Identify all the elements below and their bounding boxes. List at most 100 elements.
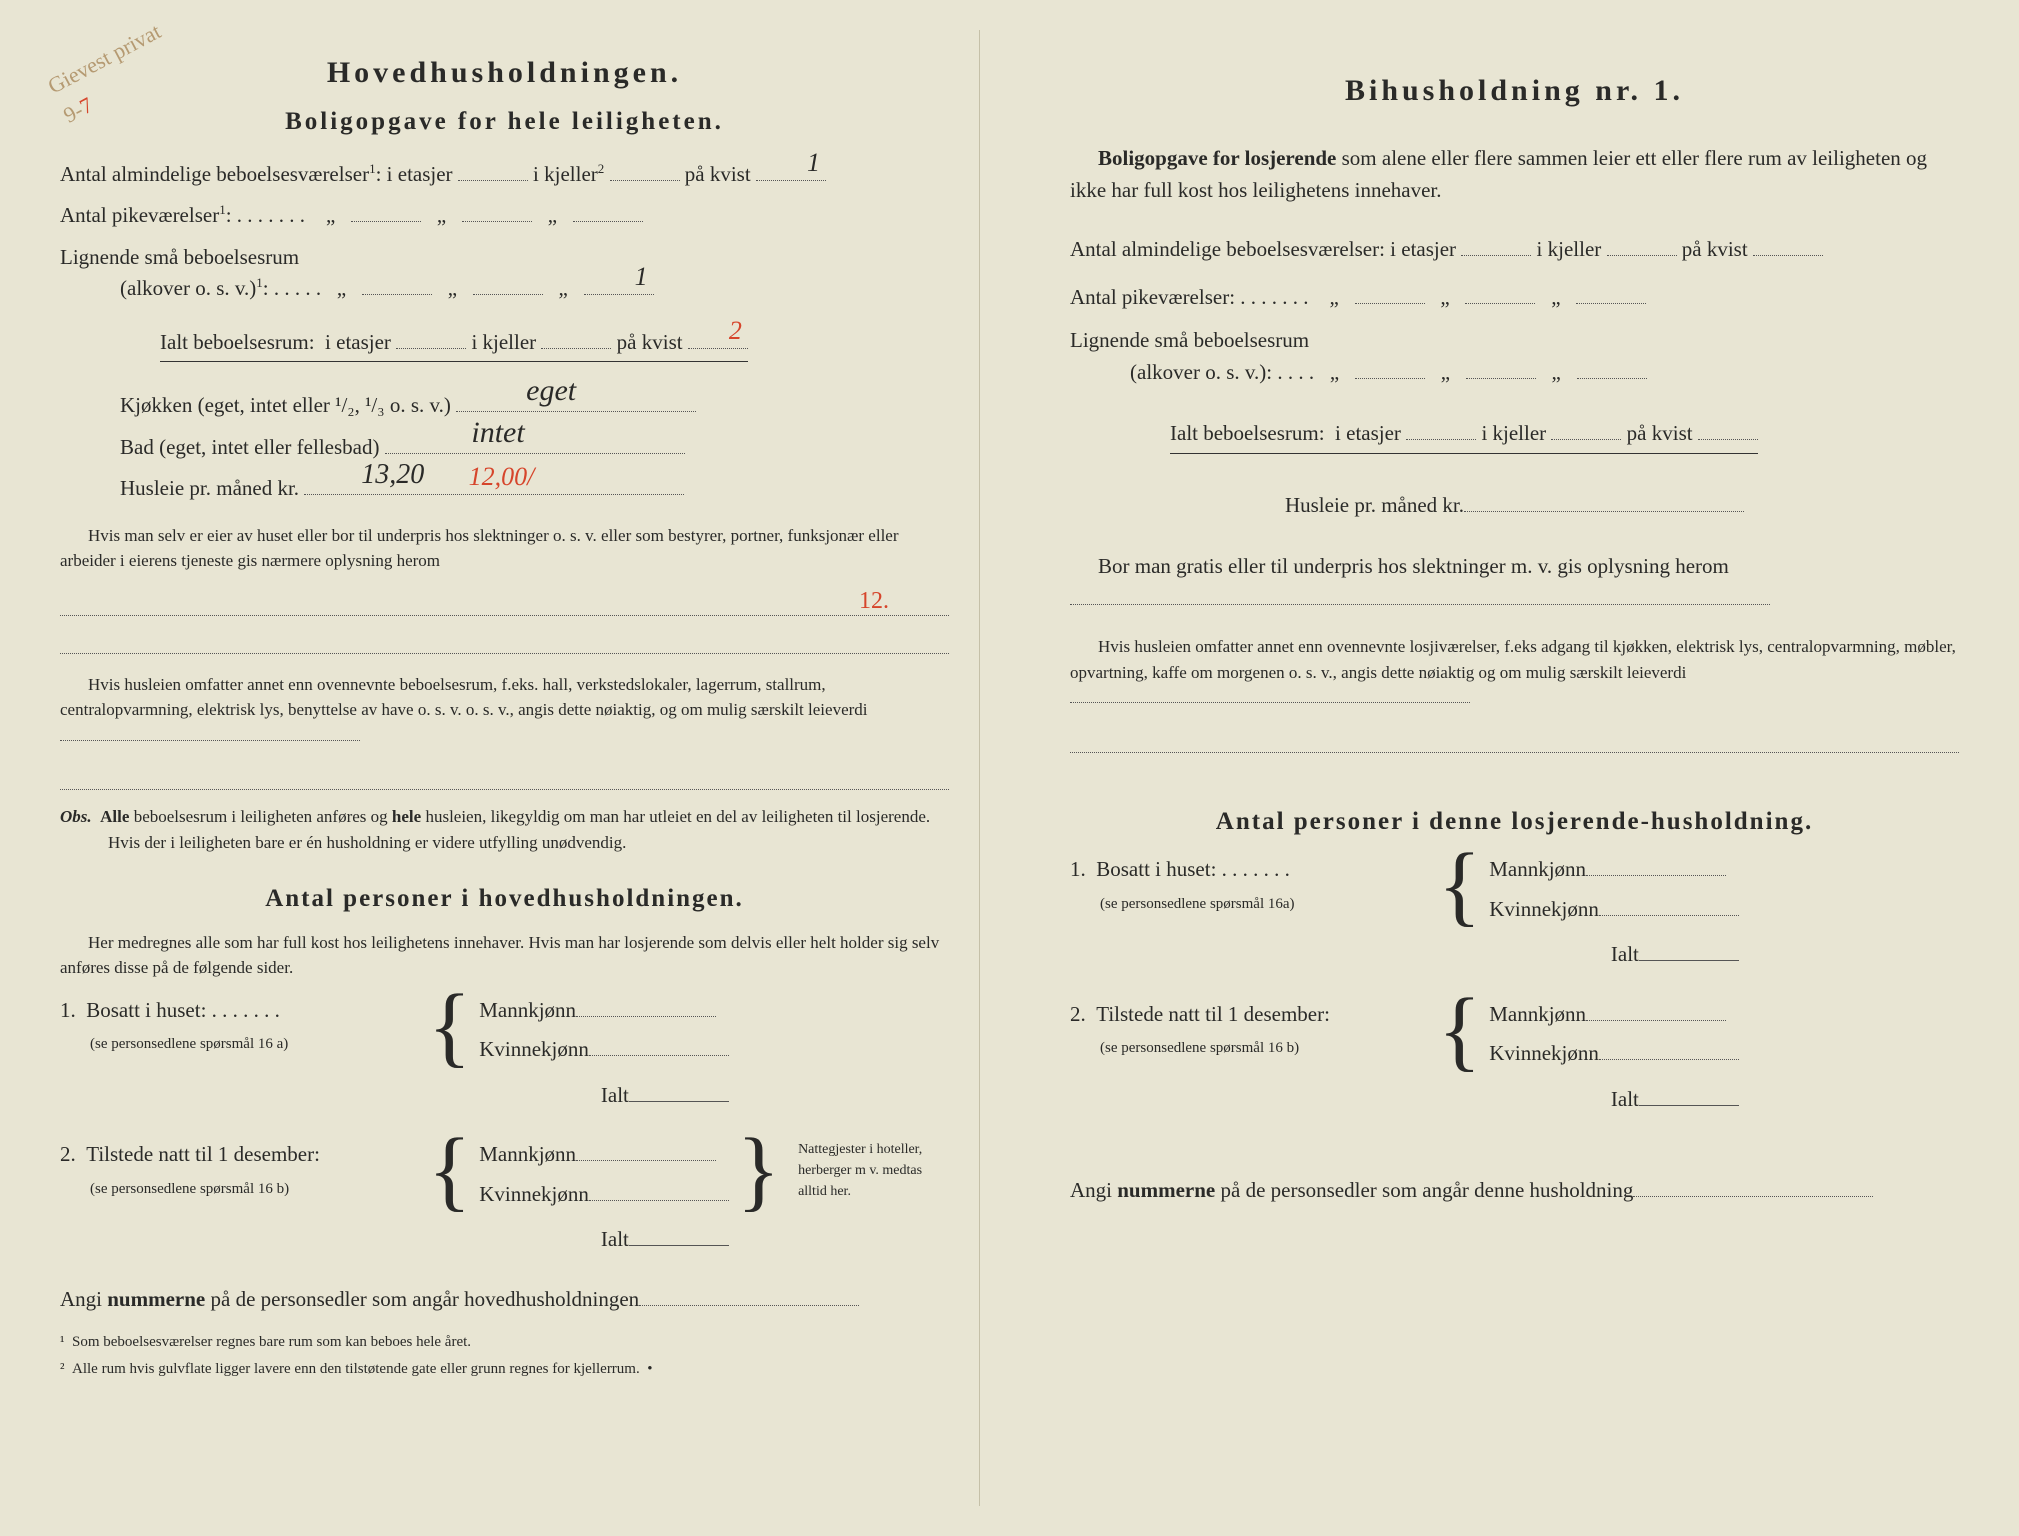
handwritten-red: 12,00/ [469,457,535,496]
label: i kjeller [1537,237,1602,261]
label: i etasjer [1335,421,1401,445]
item-label: Tilstede natt til 1 desember: [1096,1002,1330,1026]
label: Ialt [601,1227,629,1251]
footnote: ¹ Som beboelsesværelser regnes bare rum … [60,1331,949,1354]
line-husleie: Husleie pr. måned kr. [1070,490,1959,522]
list-item: 2. Tilstede natt til 1 desember: (se per… [60,1139,949,1256]
label: Ialt [601,1083,629,1107]
right-page: Bihusholdning nr. 1. Boligopgave for los… [1040,30,1989,1506]
handwritten-value: 2 [729,311,742,350]
obs-block: Obs. Alle beboelsesrum i leiligheten anf… [60,804,949,855]
para-husleie-detail: Hvis husleien omfatter annet enn ovennev… [60,672,949,749]
label: Mannkjønn [479,1142,576,1166]
label: på kvist [617,330,683,354]
item-label: Bosatt i huset: . . . . . . . [86,998,280,1022]
line-rooms: Antal almindelige beboelsesværelser1: i … [60,159,949,191]
label: i etasjer [325,330,391,354]
bottom-line: Angi nummerne på de personsedler som ang… [1070,1175,1959,1207]
brace-icon: } [737,1139,780,1202]
label: Ialt beboelsesrum: [1170,421,1325,445]
item-sub: (se personsedlene spørsmål 16 b) [90,1181,289,1197]
label: Mannkjønn [1489,1002,1586,1026]
item-num: 2. [60,1142,76,1166]
label: Kvinnekjønn [1489,897,1599,921]
line-alkover: Lignende små beboelsesrum (alkover o. s.… [60,242,949,305]
handwritten-value: 1 [807,143,820,182]
item-label: Bosatt i huset: . . . . . . . [1096,857,1290,881]
blank-line [60,766,949,790]
right-title: Bihusholdning nr. 1. [1070,68,1959,113]
brace-icon: { [428,1139,471,1202]
label: Kvinnekjønn [1489,1041,1599,1065]
left-page: Gievest privat 9-7 Hovedhusholdningen. B… [30,30,980,1506]
para-gratis: Bor man gratis eller til underpris hos s… [1070,551,1959,614]
item-sub: (se personsedlene spørsmål 16a) [1100,896,1295,912]
label: : i etasjer [376,162,453,186]
obs-note: Hvis der i leiligheten bare er én hushol… [108,830,626,856]
blank-line [60,630,949,654]
label: Antal almindelige beboelsesværelser: i e… [1070,237,1456,261]
line-kjokken: Kjøkken (eget, intet eller ¹/₂, ¹/₃ o. s… [120,390,949,422]
list-item: 1. Bosatt i huset: . . . . . . . (se per… [1070,854,1959,971]
person-list: 1. Bosatt i huset: . . . . . . . (se per… [60,995,949,1256]
item-num: 2. [1070,1002,1086,1026]
handwritten-value: 1 [635,257,648,296]
handwritten-value: 13,20 [361,454,424,496]
brace-icon: { [428,995,471,1058]
label: Bad (eget, intet eller fellesbad) [120,435,379,459]
label: Mannkjønn [479,998,576,1022]
label: Mannkjønn [1489,857,1586,881]
brace-icon: { [1438,854,1481,917]
label: Husleie pr. måned kr. [1285,493,1464,517]
sup: 2 [598,161,605,176]
item-sub: (se personsedlene spørsmål 16 b) [1100,1040,1299,1056]
label: Lignende små beboelsesrum [1070,328,1309,352]
label: Kjøkken (eget, intet eller ¹/₂, ¹/₃ o. s… [120,393,451,417]
label: på kvist [1682,237,1748,261]
label: på kvist [685,162,751,186]
label: Antal pikeværelser: . . . . . . . [1070,285,1309,309]
dots: : . . . . . [263,276,321,300]
blank-line [1070,729,1959,753]
blank-line: 12. [60,592,949,616]
para-husleie-detail: Hvis husleien omfatter annet enn ovennev… [1070,634,1959,711]
line-husleie: Husleie pr. måned kr. 13,20 12,00/ [120,473,949,505]
label: (alkover o. s. v.)1: . . . . . [120,276,321,300]
item-label: Tilstede natt til 1 desember: [86,1142,320,1166]
obs-label: Obs. [60,807,92,826]
section-heading: Antal personer i denne losjerende-hushol… [1070,803,1959,841]
label: Husleie pr. måned kr. [120,476,299,500]
left-title: Hovedhusholdningen. [60,50,949,95]
intro-para: Boligopgave for losjerende som alene ell… [1070,143,1959,206]
line-total: Ialt beboelsesrum: i etasjer i kjeller p… [1170,418,1959,454]
label: i kjeller [1481,421,1546,445]
line-pikev: Antal pikeværelser1: . . . . . . . „ „ „ [60,200,949,232]
bottom-line: Angi nummerne på de personsedler som ang… [60,1284,949,1316]
left-subtitle: Boligopgave for hele leiligheten. [60,103,949,141]
line-bad: Bad (eget, intet eller fellesbad) intet [120,432,949,464]
label: Antal almindelige beboelsesværelser [60,162,369,186]
section-sub: Her medregnes alle som har full kost hos… [60,930,949,981]
item-num: 1. [60,998,76,1022]
label: Lignende små beboelsesrum [60,245,299,269]
brace-icon: { [1438,999,1481,1062]
line-pikev: Antal pikeværelser: . . . . . . . „ „ „ [1070,282,1959,314]
label: Antal pikeværelser [60,203,219,227]
line-alkover: Lignende små beboelsesrum (alkover o. s.… [1070,325,1959,388]
list-item: 1. Bosatt i huset: . . . . . . . (se per… [60,995,949,1112]
red-annotation: 12. [859,583,889,619]
footnote: ² Alle rum hvis gulvflate ligger lavere … [60,1358,949,1381]
label: Ialt beboelsesrum: [160,330,315,354]
label: Ialt [1611,1087,1639,1111]
line-total: Ialt beboelsesrum: i etasjer i kjeller p… [160,327,949,363]
label: på kvist [1627,421,1693,445]
label: Kvinnekjønn [479,1037,589,1061]
label: i kjeller [533,162,598,186]
label: Kvinnekjønn [479,1182,589,1206]
section-heading: Antal personer i hovedhusholdningen. [60,880,949,918]
sidenote: Nattegjester i hoteller, herberger m v. … [798,1139,938,1202]
label: i kjeller [471,330,536,354]
handwritten-value: intet [471,410,524,455]
list-item: 2. Tilstede natt til 1 desember: (se per… [1070,999,1959,1116]
label: (alkover o. s. v.): . . . . [1130,360,1314,384]
